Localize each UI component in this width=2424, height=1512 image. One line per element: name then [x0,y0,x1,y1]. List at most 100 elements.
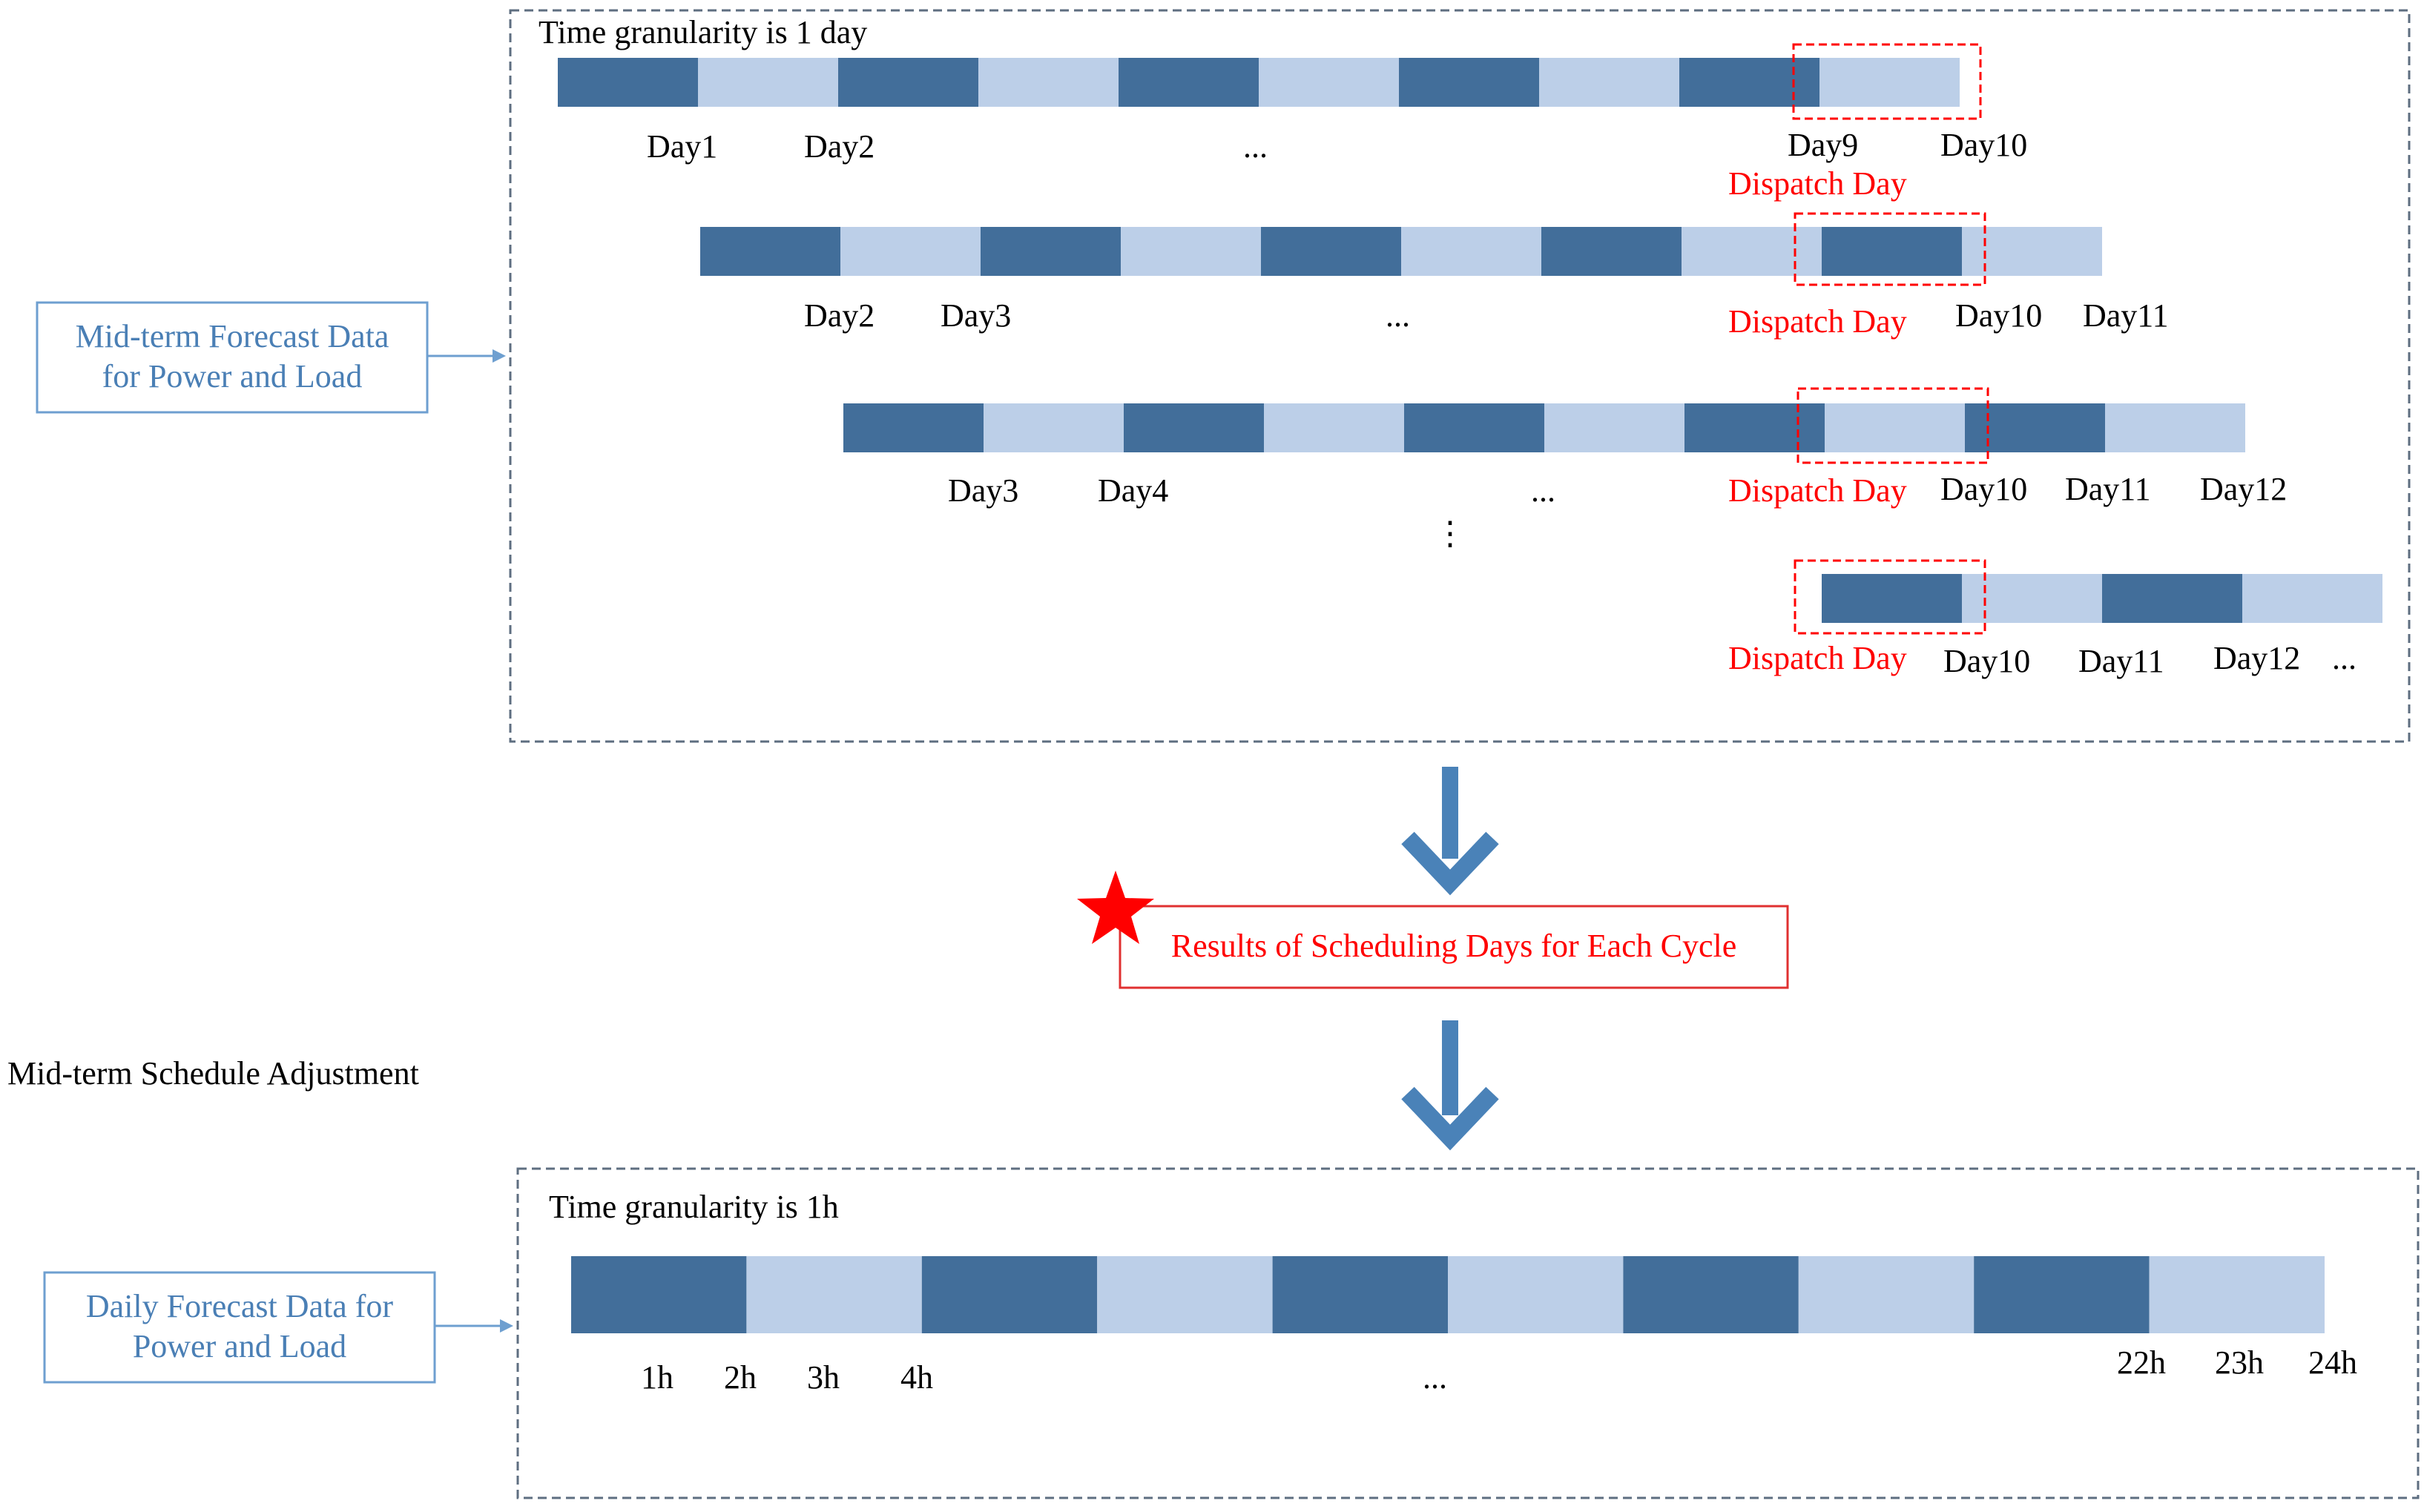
hour-label: 4h [900,1359,933,1396]
cycle2-dispatch-label: Dispatch Day [1728,303,1907,340]
timeline-segment [1124,403,1264,452]
cycle3-dispatch-label: Dispatch Day [1728,472,1907,509]
timeline-segment [1682,227,1822,276]
timeline-segment [1679,58,1819,107]
midterm-input-label-line1: Mid-term Forecast Data [76,318,389,354]
cycle4-dispatch-label: Dispatch Day [1728,640,1907,676]
midterm-granularity-label: Time granularity is 1 day [539,14,867,50]
cycle1-day-label: Day9 [1788,127,1858,163]
midterm-box [509,9,2411,743]
cycle4-timeline-bar [1822,574,2382,623]
timeline-segment [1798,1256,1975,1333]
timeline-segment [1819,58,1960,107]
daily-input-label-line1: Daily Forecast Data for [86,1288,394,1324]
cycle3-day-label: Day4 [1098,472,1168,509]
daily-input-label-line2: Power and Load [133,1328,346,1364]
timeline-segment [1121,227,1261,276]
cycle2-day-label: Day2 [804,297,875,334]
timeline-segment [1272,1256,1448,1333]
timeline-segment [1401,227,1541,276]
hour-label: 24h [2308,1344,2357,1381]
cycle3-day-label: Day12 [2200,471,2287,507]
timeline-segment [571,1256,747,1333]
timeline-segment [1544,403,1684,452]
timeline-segment [1974,1256,2150,1333]
timeline-segment [1264,403,1404,452]
timeline-segment [2242,574,2382,623]
cycle3-day-label: ... [1531,472,1555,509]
cycle3-day-label: Day3 [948,472,1018,509]
timeline-segment [978,58,1119,107]
cycle1-day-label: Day1 [647,128,717,165]
cycle3-day-label: Day11 [2065,471,2151,507]
cycle2-day-label: ... [1386,297,1410,334]
star-icon [1077,871,1154,944]
timeline-segment [746,1256,922,1333]
cycle2-day-label: Day11 [2083,297,2169,334]
hour-label: 22h [2117,1344,2166,1381]
cycle1-timeline-bar [558,58,1960,107]
timeline-segment [1119,58,1259,107]
down-arrow-icon [1401,1020,1499,1151]
timeline-segment [1822,574,1962,623]
midterm-input-box [36,301,429,414]
timeline-segment [1962,574,2102,623]
down-arrow-icon [1401,767,1499,896]
cycle4-day-label: Day10 [1943,643,2030,679]
midterm-input-label-line2: for Power and Load [102,358,363,394]
cycle3-timeline-bar [843,403,2245,452]
cycle1-day-label: ... [1243,128,1268,165]
timeline-segment [840,227,981,276]
cycle4-day-label: ... [2332,640,2357,676]
midterm-input-arrowhead [493,349,506,363]
timeline-segment [1261,227,1401,276]
timeline-segment [2149,1256,2325,1333]
timeline-segment [1684,403,1825,452]
timeline-segment [981,227,1121,276]
cycle4-dispatch-highlight [1794,559,1986,635]
daily-granularity-label: Time granularity is 1h [549,1189,839,1225]
timeline-segment [1825,403,1965,452]
timeline-segment [1541,227,1682,276]
cycle4-day-label: Day11 [2078,643,2164,679]
cycle2-day-label: Day3 [941,297,1011,334]
cycle2-dispatch-highlight [1794,212,1986,286]
daily-input-arrowhead [500,1319,513,1333]
timeline-segment [1962,227,2102,276]
result-label: Results of Scheduling Days for Each Cycl… [1171,928,1737,964]
result-box [1119,905,1789,989]
timeline-segment [1623,1256,1799,1333]
hour-label: 1h [641,1359,673,1396]
timeline-segment [2102,574,2242,623]
cycle3-dispatch-highlight [1796,387,1989,464]
daily-input-box [43,1271,436,1384]
daily-box [516,1167,2420,1499]
timeline-segment [1097,1256,1273,1333]
timeline-segment [921,1256,1098,1333]
hour-label: ... [1423,1359,1447,1396]
timeline-segment [558,58,698,107]
hour-label: 3h [807,1359,840,1396]
cycle3-day-label: Day10 [1940,471,2027,507]
cycle1-day-label: Day2 [804,128,875,165]
timeline-segment [984,403,1124,452]
timeline-segment [1259,58,1399,107]
stage-label: Mid-term Schedule Adjustment [7,1055,419,1092]
timeline-segment [698,58,838,107]
cycle2-day-label: Day10 [1955,297,2042,334]
cycle2-timeline-bar [700,227,2102,276]
vertical-ellipsis: ⋮ [1434,515,1466,552]
timeline-segment [1404,403,1544,452]
timeline-segment [700,227,840,276]
cycle1-dispatch-highlight [1792,43,1982,120]
hour-label: 23h [2215,1344,2264,1381]
timeline-segment [1822,227,1962,276]
timeline-segment [1965,403,2105,452]
cycle4-day-label: Day12 [2213,640,2300,676]
cycle1-day-label: Day10 [1940,127,2027,163]
timeline-segment [1399,58,1539,107]
timeline-segment [1448,1256,1624,1333]
hour-label: 2h [724,1359,757,1396]
cycle1-dispatch-label: Dispatch Day [1728,165,1907,202]
